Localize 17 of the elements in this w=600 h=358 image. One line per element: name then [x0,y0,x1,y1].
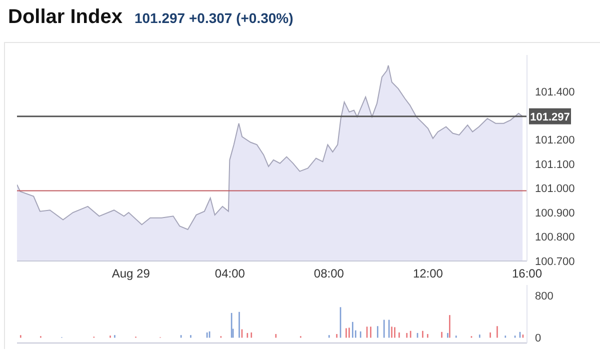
x-tick-label: 16:00 [512,266,542,281]
x-tick-label: Aug 29 [112,266,150,281]
y-tick-label: 100.700 [535,256,575,268]
y-tick-label: 101.100 [535,158,575,171]
chart-title: Dollar Index [8,6,122,29]
y-tick-label: 101.000 [535,183,575,196]
y-tick-label: 101.400 [535,86,575,98]
y-tick-label: 101.200 [535,134,575,147]
x-tick-label: 08:00 [314,266,344,281]
y-tick-label: 0 [535,332,542,345]
ref-line-label: 101.297 [530,111,570,124]
y-tick-label: 100.900 [535,207,575,220]
y-tick-label: 100.800 [535,232,575,244]
y-tick-label: 800 [535,290,554,302]
x-tick-label: 12:00 [412,266,444,281]
chart-subtitle: 101.297 +0.307 (+0.30%) [134,10,294,26]
x-tick-label: 04:00 [214,266,246,281]
